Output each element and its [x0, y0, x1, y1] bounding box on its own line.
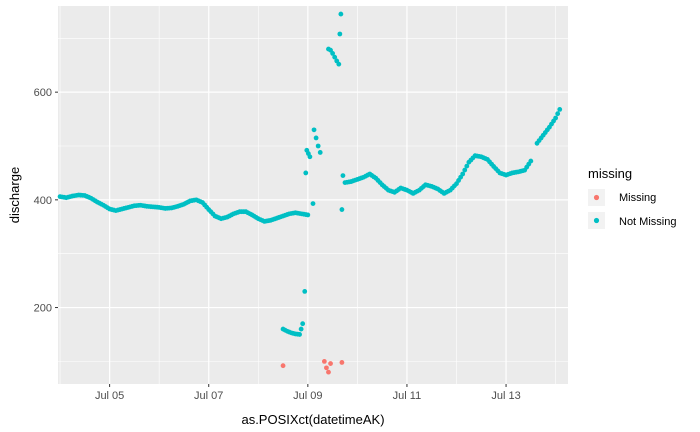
- point-not-missing: [553, 115, 559, 121]
- point-not-missing: [313, 135, 319, 141]
- x-axis-title: as.POSIXct(datetimeAK): [241, 412, 384, 427]
- x-tick-label: Jul 11: [393, 390, 422, 402]
- point-missing: [321, 358, 327, 364]
- point-not-missing: [317, 150, 323, 155]
- point-not-missing: [337, 31, 343, 37]
- point-not-missing: [462, 167, 468, 173]
- point-not-missing: [298, 326, 304, 332]
- point-not-missing: [297, 332, 302, 337]
- legend-swatch-missing: [593, 194, 600, 201]
- point-missing: [328, 361, 333, 366]
- legend-title: missing: [588, 166, 632, 181]
- point-not-missing: [332, 54, 338, 60]
- major-gridlines: [58, 6, 568, 384]
- point-missing: [280, 363, 286, 369]
- y-axis-title: discharge: [7, 167, 22, 223]
- point-missing: [326, 369, 331, 375]
- point-not-missing: [302, 288, 308, 294]
- x-tick-label: Jul 09: [293, 390, 322, 402]
- point-not-missing: [303, 170, 309, 176]
- point-not-missing: [557, 106, 563, 112]
- point-not-missing: [310, 201, 316, 207]
- x-tick-label: Jul 07: [194, 390, 223, 402]
- x-tick-label: Jul 13: [491, 390, 520, 402]
- point-not-missing: [330, 50, 336, 56]
- point-not-missing: [336, 61, 342, 67]
- point-not-missing: [464, 163, 470, 169]
- plot-panel: [58, 6, 568, 384]
- minor-gridlines: [58, 6, 568, 384]
- point-not-missing: [300, 321, 306, 327]
- point-not-missing: [305, 212, 311, 218]
- legend-label-missing: Missing: [619, 192, 656, 204]
- point-not-missing: [340, 173, 346, 179]
- point-not-missing: [460, 171, 466, 177]
- y-axis: 200 400 600: [34, 87, 58, 315]
- point-not-missing: [555, 111, 561, 117]
- point-missing: [324, 365, 329, 371]
- point-not-missing: [339, 207, 345, 212]
- y-tick-label: 200: [34, 303, 52, 315]
- y-tick-label: 400: [34, 195, 52, 207]
- x-axis: Jul 05 Jul 07 Jul 09 Jul 11 Jul 13: [95, 384, 521, 402]
- point-not-missing: [338, 11, 344, 17]
- legend-label-not-missing: Not Missing: [619, 216, 676, 228]
- point-not-missing: [307, 154, 313, 160]
- point-not-missing: [528, 158, 534, 164]
- data-points: [57, 11, 563, 375]
- y-tick-label: 600: [34, 87, 52, 99]
- legend: missing Missing Not Missing: [588, 166, 676, 229]
- point-missing: [339, 360, 345, 365]
- point-not-missing: [315, 143, 321, 149]
- point-not-missing: [311, 127, 317, 133]
- legend-swatch-not-missing: [593, 217, 600, 224]
- x-tick-label: Jul 05: [95, 390, 124, 402]
